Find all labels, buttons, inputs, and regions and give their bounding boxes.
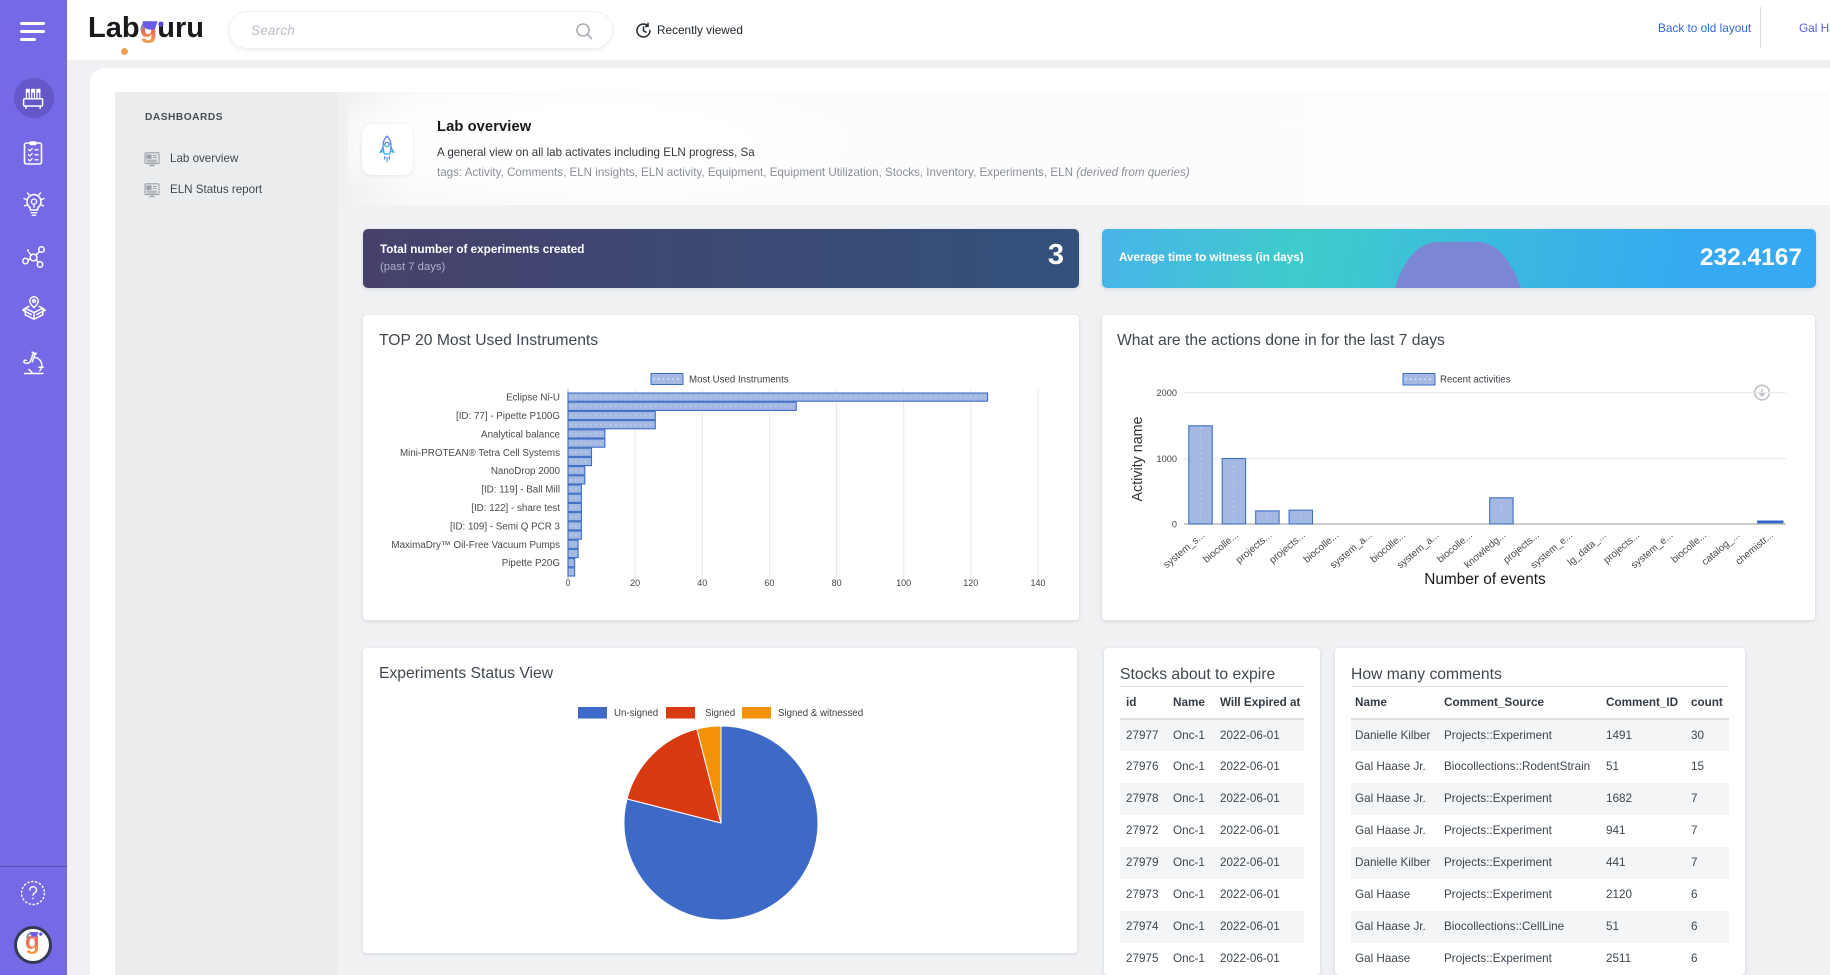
svg-text:[ID: 109] - Semi Q PCR 3: [ID: 109] - Semi Q PCR 3 — [450, 521, 561, 532]
svg-text:2000: 2000 — [1157, 388, 1177, 398]
svg-text:Analytical balance: Analytical balance — [481, 429, 561, 440]
svg-text:Signed: Signed — [705, 708, 735, 719]
svg-text:0: 0 — [1172, 520, 1177, 530]
svg-text:[ID: 119] - Ball Mill: [ID: 119] - Ball Mill — [481, 485, 560, 496]
svg-text:100: 100 — [896, 578, 911, 588]
svg-text:120: 120 — [963, 578, 978, 588]
svg-text:40: 40 — [697, 578, 707, 588]
svg-text:projects...: projects... — [1267, 530, 1307, 566]
svg-text:Un-signed: Un-signed — [614, 708, 658, 719]
svg-text:chemistr...: chemistr... — [1734, 530, 1776, 568]
svg-text:Signed & witnessed: Signed & witnessed — [778, 708, 863, 719]
svg-text:TOP 20 Most Used Instruments: TOP 20 Most Used Instruments — [379, 332, 598, 349]
svg-text:NanoDrop 2000: NanoDrop 2000 — [491, 466, 561, 477]
svg-text:0: 0 — [565, 578, 570, 588]
svg-text:system_s...: system_s... — [1162, 530, 1208, 571]
svg-text:What are the actions done in f: What are the actions done in for the las… — [1117, 332, 1445, 349]
svg-text:Mini-PROTEAN® Tetra Cell Syste: Mini-PROTEAN® Tetra Cell Systems — [400, 448, 560, 459]
svg-text:Pipette P20G: Pipette P20G — [502, 558, 560, 569]
svg-text:Activity name: Activity name — [1130, 416, 1146, 501]
svg-text:Most Used Instruments: Most Used Instruments — [689, 375, 789, 386]
svg-text:[ID: 77] - Pipette P100G: [ID: 77] - Pipette P100G — [456, 411, 560, 422]
svg-text:140: 140 — [1030, 578, 1045, 588]
svg-text:20: 20 — [630, 578, 640, 588]
svg-text:projects...: projects... — [1234, 530, 1274, 566]
svg-text:Eclipse Ni-U: Eclipse Ni-U — [506, 393, 560, 404]
svg-text:Number of events: Number of events — [1424, 571, 1546, 588]
svg-text:60: 60 — [764, 578, 774, 588]
svg-text:80: 80 — [832, 578, 842, 588]
svg-text:1000: 1000 — [1157, 454, 1177, 464]
svg-text:Recent activities: Recent activities — [1440, 375, 1511, 386]
svg-text:[ID: 122] - share test: [ID: 122] - share test — [471, 503, 560, 514]
svg-text:Experiments Status View: Experiments Status View — [379, 665, 554, 682]
svg-text:MaximaDry™ Oil-Free Vacuum Pum: MaximaDry™ Oil-Free Vacuum Pumps — [391, 540, 560, 551]
